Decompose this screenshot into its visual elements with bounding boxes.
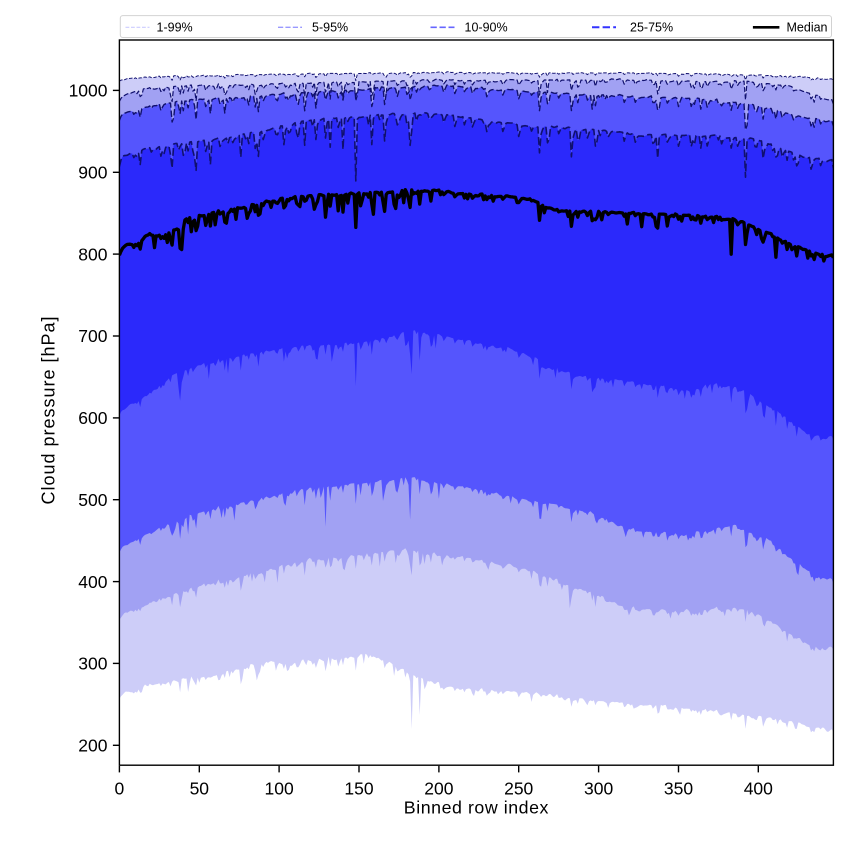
svg-text:400: 400 bbox=[744, 779, 773, 799]
svg-text:150: 150 bbox=[344, 779, 373, 799]
svg-text:5-95%: 5-95% bbox=[312, 21, 348, 35]
svg-text:700: 700 bbox=[78, 326, 107, 346]
svg-text:300: 300 bbox=[584, 779, 613, 799]
svg-text:Median: Median bbox=[787, 21, 828, 35]
svg-text:10-90%: 10-90% bbox=[465, 21, 508, 35]
svg-text:100: 100 bbox=[264, 779, 293, 799]
svg-text:Binned row index: Binned row index bbox=[404, 798, 549, 818]
svg-text:1-99%: 1-99% bbox=[157, 21, 193, 35]
svg-text:50: 50 bbox=[190, 779, 210, 799]
svg-text:600: 600 bbox=[78, 408, 107, 428]
svg-text:500: 500 bbox=[78, 490, 107, 510]
svg-text:200: 200 bbox=[424, 779, 453, 799]
svg-text:1000: 1000 bbox=[69, 81, 108, 101]
svg-text:25-75%: 25-75% bbox=[630, 21, 673, 35]
svg-text:300: 300 bbox=[78, 654, 107, 674]
svg-text:250: 250 bbox=[504, 779, 533, 799]
svg-text:800: 800 bbox=[78, 244, 107, 264]
svg-text:Cloud pressure [hPa]: Cloud pressure [hPa] bbox=[39, 315, 59, 504]
svg-text:900: 900 bbox=[78, 163, 107, 183]
svg-text:0: 0 bbox=[115, 779, 125, 799]
svg-text:400: 400 bbox=[78, 572, 107, 592]
svg-text:350: 350 bbox=[664, 779, 693, 799]
svg-text:200: 200 bbox=[78, 736, 107, 756]
